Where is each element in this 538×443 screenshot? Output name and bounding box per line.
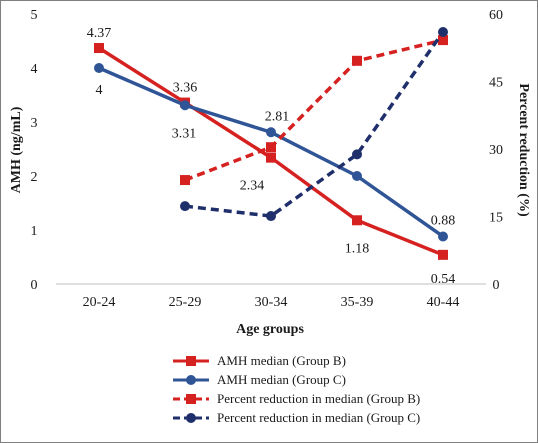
data-point <box>438 35 448 46</box>
y-right-tick-label: 30 <box>489 143 503 158</box>
data-point <box>180 100 190 111</box>
y-left-tick-label: 5 <box>31 8 38 23</box>
data-labels: 4.37 3.36 2.34 1.18 0.54 4 3.31 2.81 0.88 <box>87 26 456 287</box>
series-layer <box>94 27 448 260</box>
data-point <box>438 231 448 242</box>
data-point <box>352 55 362 66</box>
data-label: 4.37 <box>87 26 112 41</box>
data-point <box>266 211 276 222</box>
legend: AMH median (Group B) AMH median (Group C)… <box>173 353 420 425</box>
x-tick-label: 20-24 <box>83 295 116 310</box>
legend-item: Percent reduction in median (Group B) <box>173 391 420 406</box>
legend-label: AMH median (Group B) <box>217 353 346 368</box>
x-tick-label: 35-39 <box>341 295 374 310</box>
y-right-tick-label: 60 <box>489 8 503 23</box>
data-point <box>266 142 276 153</box>
data-point <box>180 201 190 212</box>
data-point <box>180 175 190 186</box>
series-3 <box>180 35 448 186</box>
data-label: 4 <box>96 83 103 98</box>
legend-label: AMH median (Group C) <box>217 372 346 387</box>
data-label: 0.88 <box>431 213 456 228</box>
data-point <box>438 249 448 260</box>
legend-item: AMH median (Group C) <box>173 372 346 387</box>
series-4 <box>180 27 448 222</box>
legend-label: Percent reduction in median (Group C) <box>217 410 420 425</box>
x-tick-label: 30-34 <box>255 295 288 310</box>
data-label: 0.54 <box>431 272 456 287</box>
y-left-tick-label: 4 <box>31 62 38 77</box>
data-label: 3.36 <box>173 81 198 96</box>
legend-marker <box>186 356 196 366</box>
y-right-tick-label: 45 <box>489 76 503 91</box>
data-point <box>352 171 362 181</box>
y-axis-right-title: Percent reduction (%) <box>516 83 531 217</box>
x-tick-label: 25-29 <box>169 295 202 310</box>
y-left-tick-label: 1 <box>31 224 38 239</box>
legend-marker <box>186 394 196 404</box>
y-left-tick-label: 0 <box>31 278 38 293</box>
y-axis-left-title: AMH (ng/mL) <box>9 106 24 193</box>
y-left-tick-label: 2 <box>31 170 38 185</box>
data-point <box>352 149 362 160</box>
data-point <box>266 152 276 163</box>
data-point <box>94 63 104 73</box>
legend-marker <box>186 413 196 423</box>
legend-marker <box>186 375 196 385</box>
legend-label: Percent reduction in median (Group B) <box>217 391 420 406</box>
data-label: 2.34 <box>240 179 265 194</box>
y-left-tick-label: 3 <box>31 116 38 131</box>
x-axis-title: Age groups <box>236 322 304 337</box>
data-point <box>94 43 104 54</box>
data-label: 3.31 <box>172 126 197 141</box>
x-tick-label: 40-44 <box>427 295 460 310</box>
data-label: 1.18 <box>345 241 370 256</box>
data-point <box>352 215 362 226</box>
series-line <box>184 38 444 182</box>
y-right-tick-label: 15 <box>489 211 503 226</box>
series-line <box>184 30 445 218</box>
legend-item: AMH median (Group B) <box>173 353 346 368</box>
data-point <box>266 127 276 138</box>
data-point <box>438 27 448 37</box>
legend-item: Percent reduction in median (Group C) <box>173 410 420 425</box>
data-label: 2.81 <box>265 109 290 124</box>
y-right-tick-label: 0 <box>493 278 500 293</box>
series-2 <box>94 63 448 242</box>
